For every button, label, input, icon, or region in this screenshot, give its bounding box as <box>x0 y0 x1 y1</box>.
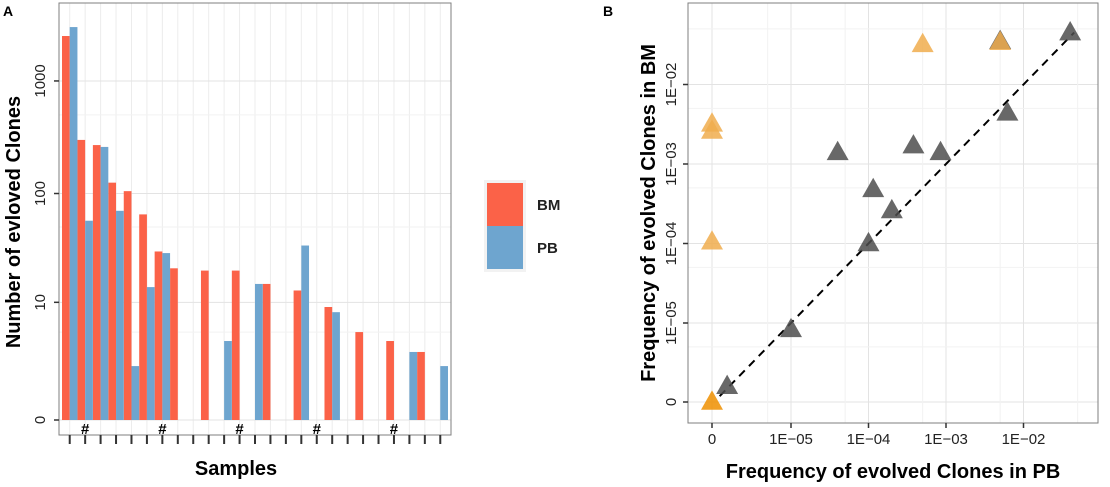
bar-bm-sample-14 <box>262 283 271 420</box>
panel-b-label: B <box>603 3 613 19</box>
point-bm-only-4 <box>911 32 934 53</box>
panel-a-hash-annotation: # <box>313 421 322 438</box>
panel-a-hash-annotation: # <box>390 421 399 438</box>
panel-a-y-axis-title: Number of evloved Clones <box>3 96 25 348</box>
point-both-9 <box>996 101 1019 121</box>
panel-b-y-tick-label: 1E−04 <box>663 222 680 266</box>
bar-pb-sample-4 <box>116 210 124 420</box>
point-both-1 <box>716 374 739 395</box>
panel-b-plot-border <box>687 2 1099 424</box>
panel-a-axes: 0 10 100 1000 <box>32 64 442 444</box>
panel-a: A 0 10 100 1000 # # # # # Samples Number of evl… <box>3 2 560 480</box>
panel-b-x-tick-label: 1E−03 <box>924 431 968 448</box>
bar-bm-sample-6 <box>139 214 147 420</box>
bar-bm-sample-3 <box>92 145 101 420</box>
panel-b-y-axis-title: Frequency of evolved Clones in BM <box>638 44 660 382</box>
panel-a-annotations: # # # # # <box>81 421 399 438</box>
point-both-6 <box>826 140 849 161</box>
panel-b-x-tick-label: 1E−05 <box>769 431 813 448</box>
legend-key-bm <box>487 183 523 226</box>
point-both-7 <box>902 134 925 154</box>
panel-a-x-axis-title: Samples <box>195 458 277 480</box>
bar-bm-sample-10 <box>200 270 209 420</box>
bar-bm-sample-4 <box>108 182 117 420</box>
point-both-4 <box>880 198 903 219</box>
point-both-2 <box>780 317 802 338</box>
point-zero-1 <box>701 390 723 410</box>
bar-pb-sample-16 <box>301 245 310 420</box>
bar-pb-sample-1 <box>69 27 78 421</box>
bar-pb-sample-25 <box>440 366 448 420</box>
panel-a-legend: BM PB <box>484 180 560 272</box>
bar-pb-sample-3 <box>100 146 109 420</box>
point-both-11 <box>1059 20 1082 41</box>
legend-key-pb <box>487 226 523 269</box>
panel-b-y-tick-label: 0 <box>663 398 680 406</box>
bar-bm-sample-1 <box>62 36 70 420</box>
panel-b-points <box>701 20 1082 410</box>
panel-a-hash-annotation: # <box>81 421 90 438</box>
bar-pb-sample-23 <box>409 351 418 420</box>
panel-a-hash-annotation: # <box>235 421 244 438</box>
bar-pb-sample-13 <box>255 283 263 420</box>
panel-b-axes: 0 1E−05 1E−04 1E−03 1E−02 0 1E−05 1E−04 1E−03 1E−… <box>663 63 1045 448</box>
panel-b-x-tick-label: 1E−04 <box>847 431 891 448</box>
bar-pb-sample-7 <box>162 253 171 420</box>
bar-bm-sample-7 <box>154 251 163 420</box>
panel-a-y-tick-label: 10 <box>32 294 49 311</box>
bar-bm-sample-16 <box>293 290 302 420</box>
point-bm-only-3 <box>701 230 723 250</box>
point-both-3 <box>857 231 880 252</box>
panel-a-y-tick-label: 100 <box>32 181 49 206</box>
panel-b-x-tick-label: 0 <box>708 431 716 448</box>
panel-a-y-tick-label: 1000 <box>32 64 49 97</box>
panel-b-gridlines <box>688 3 1098 423</box>
legend-label-pb: PB <box>537 240 558 257</box>
point-both-8 <box>929 140 952 161</box>
bar-pb-sample-5 <box>131 366 140 420</box>
bar-bm-sample-18 <box>324 307 333 420</box>
bar-pb-sample-2 <box>85 220 93 420</box>
bar-bm-sample-5 <box>123 191 132 420</box>
bar-bm-sample-12 <box>231 270 240 420</box>
bar-pb-sample-11 <box>224 341 232 420</box>
panel-a-label: A <box>3 3 13 19</box>
panel-b-y-tick-label: 1E−03 <box>663 142 680 186</box>
panel-b-x-axis-title: Frequency of evolved Clones in PB <box>726 461 1061 483</box>
panel-a-hash-annotation: # <box>158 421 167 438</box>
panel-a-bars <box>62 27 448 421</box>
panel-b-x-tick-label: 1E−02 <box>1002 431 1046 448</box>
bar-pb-sample-6 <box>146 287 155 420</box>
bar-bm-sample-20 <box>355 332 364 420</box>
panel-a-y-tick-label: 0 <box>32 416 49 424</box>
bar-bm-sample-24 <box>417 351 425 420</box>
legend-label-bm: BM <box>537 197 560 214</box>
bar-pb-sample-18 <box>332 312 340 420</box>
point-bm-only-5 <box>989 30 1012 50</box>
point-bm-only-2 <box>701 119 723 139</box>
bar-bm-sample-8 <box>170 268 178 420</box>
panel-b: B 0 1E−05 1E−04 1E−03 1E−02 0 1E−05 1E−04 1E−03 1… <box>603 2 1099 483</box>
bar-bm-sample-2 <box>77 139 86 420</box>
panel-b-y-tick-label: 1E−05 <box>663 301 680 345</box>
panel-b-y-tick-label: 1E−02 <box>663 63 680 107</box>
bar-bm-sample-22 <box>386 341 394 420</box>
point-both-5 <box>862 177 885 198</box>
